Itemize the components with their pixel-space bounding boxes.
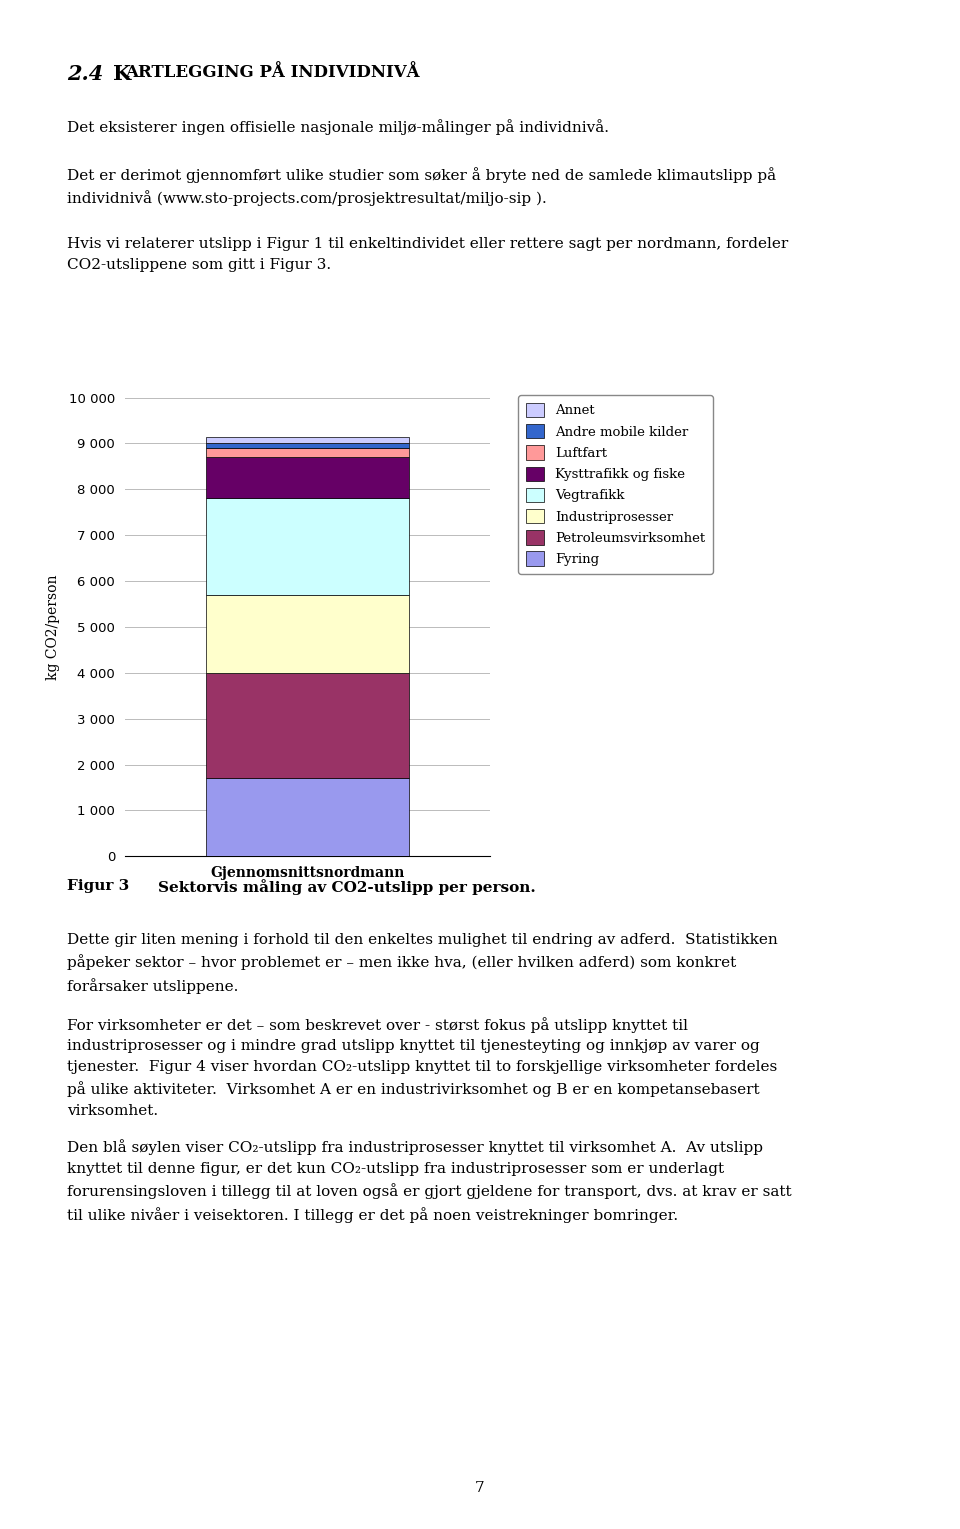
Legend: Annet, Andre mobile kilder, Luftfart, Kysttrafikk og fiske, Vegtrafikk, Industri: Annet, Andre mobile kilder, Luftfart, Ky… bbox=[518, 394, 713, 573]
Text: K: K bbox=[113, 64, 132, 84]
Text: Hvis vi relaterer utslipp i Figur 1 til enkeltindividet eller rettere sagt per n: Hvis vi relaterer utslipp i Figur 1 til … bbox=[67, 237, 788, 272]
Y-axis label: kg CO2/person: kg CO2/person bbox=[46, 575, 60, 679]
Bar bbox=[205, 595, 409, 673]
Text: For virksomheter er det – som beskrevet over - størst fokus på utslipp knyttet t: For virksomheter er det – som beskrevet … bbox=[67, 1017, 778, 1118]
Text: 7: 7 bbox=[475, 1482, 485, 1495]
Text: Det er derimot gjennomført ulike studier som søker å bryte ned de samlede klimau: Det er derimot gjennomført ulike studier… bbox=[67, 167, 777, 206]
Bar bbox=[205, 448, 409, 457]
Text: ARTLEGGING PÅ INDIVIDNIVÅ: ARTLEGGING PÅ INDIVIDNIVÅ bbox=[125, 64, 420, 81]
Bar bbox=[205, 457, 409, 498]
Text: 2.4: 2.4 bbox=[67, 64, 118, 84]
Bar bbox=[205, 673, 409, 778]
Text: Figur 3: Figur 3 bbox=[67, 879, 130, 893]
Bar bbox=[205, 498, 409, 595]
Text: Det eksisterer ingen offisielle nasjonale miljø-målinger på individnivå.: Det eksisterer ingen offisielle nasjonal… bbox=[67, 119, 610, 135]
Text: Dette gir liten mening i forhold til den enkeltes mulighet til endring av adferd: Dette gir liten mening i forhold til den… bbox=[67, 933, 778, 994]
Bar bbox=[205, 778, 409, 856]
Bar bbox=[205, 443, 409, 448]
Bar bbox=[205, 436, 409, 443]
Text: Sektorvis måling av CO2-utslipp per person.: Sektorvis måling av CO2-utslipp per pers… bbox=[158, 879, 536, 894]
Text: Den blå søylen viser CO₂-utslipp fra industriprosesser knyttet til virksomhet A.: Den blå søylen viser CO₂-utslipp fra ind… bbox=[67, 1139, 792, 1223]
